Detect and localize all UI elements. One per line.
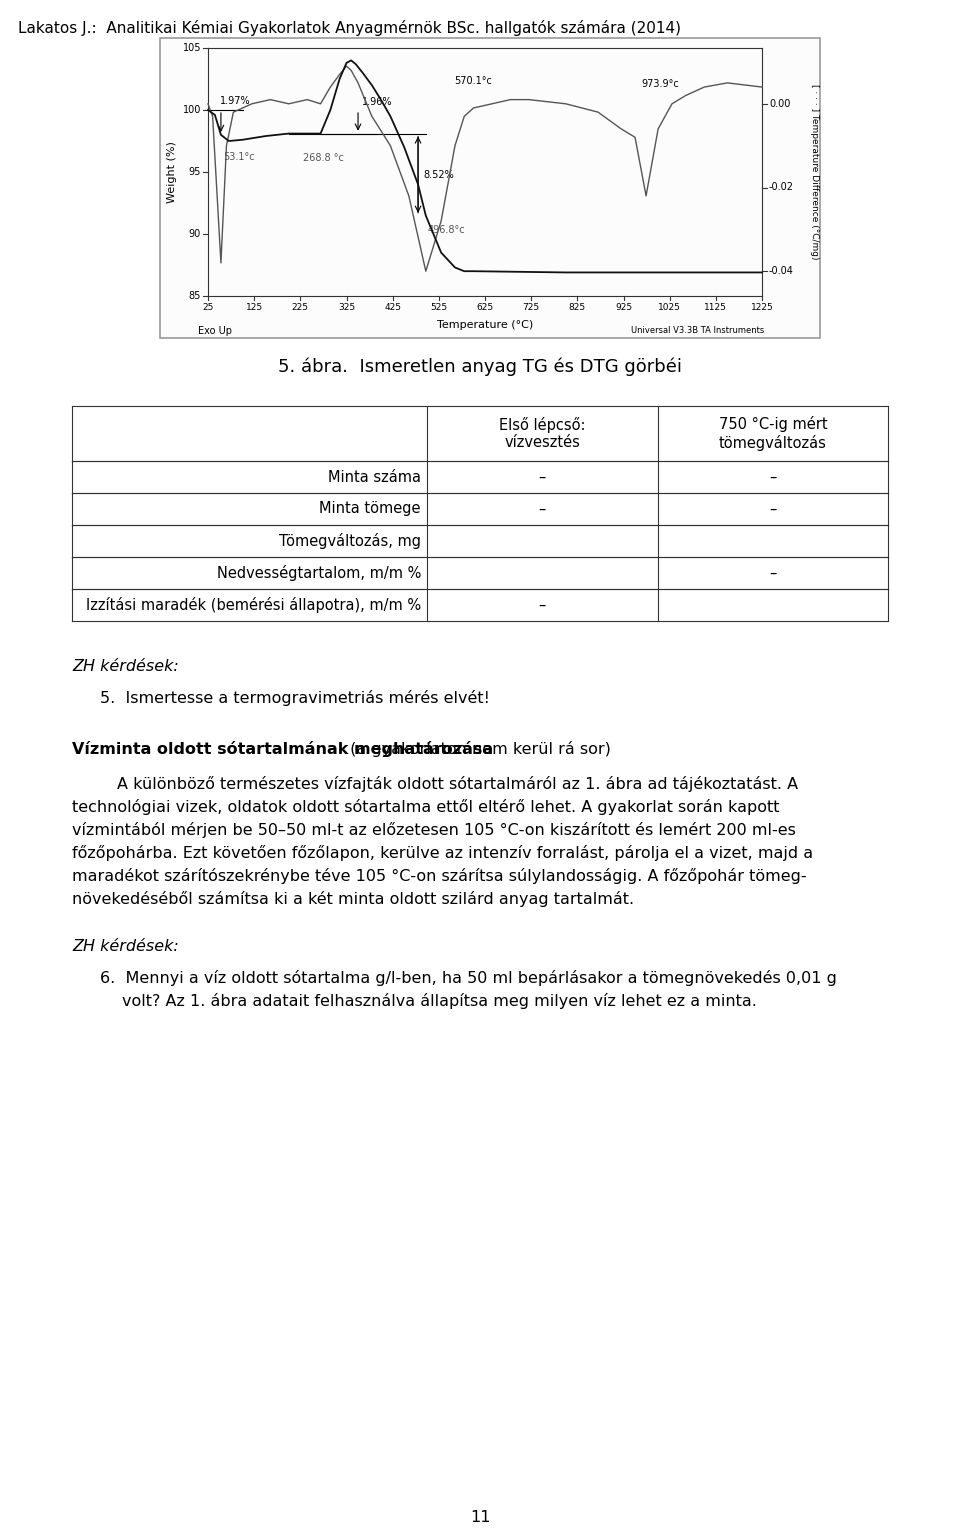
Text: –: –: [539, 502, 546, 517]
Text: –: –: [769, 566, 777, 580]
Text: 8.52%: 8.52%: [423, 170, 454, 179]
Text: 5. ábra.  Ismeretlen anyag TG és DTG görbéi: 5. ábra. Ismeretlen anyag TG és DTG görb…: [278, 357, 682, 376]
Bar: [72, 492, 888, 525]
Text: Vízminta oldott sótartalmának meghatározása: Vízminta oldott sótartalmának meghatároz…: [72, 741, 493, 756]
Text: -0.04: -0.04: [769, 267, 794, 276]
Text: 725: 725: [522, 304, 540, 311]
Text: Minta tömege: Minta tömege: [320, 502, 420, 517]
Bar: [72, 525, 888, 557]
Text: 125: 125: [246, 304, 263, 311]
Bar: [72, 462, 888, 492]
Text: 625: 625: [476, 304, 493, 311]
Text: 1225: 1225: [751, 304, 774, 311]
Text: Temperature (°C): Temperature (°C): [437, 321, 533, 330]
Text: 973.9°c: 973.9°c: [641, 80, 679, 89]
Text: 1125: 1125: [705, 304, 728, 311]
Text: Universal V3.3B TA Instruments: Universal V3.3B TA Instruments: [631, 327, 764, 334]
Bar: [72, 407, 888, 462]
Text: 750 °C-ig mért
tömegváltozás: 750 °C-ig mért tömegváltozás: [719, 416, 828, 451]
Text: (a gyakorlaton nem kerül rá sor): (a gyakorlaton nem kerül rá sor): [345, 741, 611, 756]
Text: 325: 325: [338, 304, 355, 311]
Text: Exo Up: Exo Up: [198, 327, 232, 336]
Text: vízmintából mérjen be 50–50 ml-t az előzetesen 105 °C-on kiszárított és lemért 2: vízmintából mérjen be 50–50 ml-t az előz…: [72, 822, 796, 838]
Text: [ · · · ] Temperature Difference (°C/mg): [ · · · ] Temperature Difference (°C/mg): [809, 84, 819, 259]
Text: 425: 425: [384, 304, 401, 311]
Text: 268.8 °c: 268.8 °c: [302, 153, 344, 164]
Text: főzőpohárba. Ezt követően főzőlapon, kerülve az intenzív forralást, párolja el a: főzőpohárba. Ezt követően főzőlapon, ker…: [72, 845, 813, 861]
Text: volt? Az 1. ábra adatait felhasználva állapítsa meg milyen víz lehet ez a minta.: volt? Az 1. ábra adatait felhasználva ál…: [122, 992, 756, 1009]
Text: Tömegváltozás, mg: Tömegváltozás, mg: [279, 532, 420, 549]
Text: 525: 525: [430, 304, 447, 311]
Text: technológiai vizek, oldatok oldott sótartalma ettől eltérő lehet. A gyakorlat so: technológiai vizek, oldatok oldott sótar…: [72, 799, 780, 815]
Text: ZH kérdések:: ZH kérdések:: [72, 660, 179, 673]
Text: 95: 95: [188, 167, 201, 176]
Text: ZH kérdések:: ZH kérdések:: [72, 939, 179, 954]
Text: 1025: 1025: [659, 304, 681, 311]
Text: 225: 225: [292, 304, 309, 311]
Text: Weight (%): Weight (%): [167, 141, 177, 202]
Text: 25: 25: [203, 304, 214, 311]
Text: 825: 825: [568, 304, 586, 311]
Text: Izzítási maradék (bemérési állapotra), m/m %: Izzítási maradék (bemérési állapotra), m…: [85, 597, 420, 614]
Text: 6.  Mennyi a víz oldott sótartalma g/l-ben, ha 50 ml bepárlásakor a tömegnöveked: 6. Mennyi a víz oldott sótartalma g/l-be…: [100, 969, 837, 986]
Text: növekedéséből számítsa ki a két minta oldott szilárd anyag tartalmát.: növekedéséből számítsa ki a két minta ol…: [72, 891, 635, 907]
Bar: [160, 38, 820, 337]
Text: –: –: [539, 469, 546, 485]
Text: 0.00: 0.00: [769, 98, 790, 109]
Text: Minta száma: Minta száma: [328, 469, 420, 485]
Text: 105: 105: [182, 43, 201, 54]
Text: Első lépcső:
vízvesztés: Első lépcső: vízvesztés: [499, 417, 586, 449]
Text: –: –: [539, 598, 546, 612]
Text: 11: 11: [469, 1509, 491, 1525]
Text: Lakatos J.:  Analitikai Kémiai Gyakorlatok Anyagmérnök BSc. hallgatók számára (2: Lakatos J.: Analitikai Kémiai Gyakorlato…: [18, 20, 681, 35]
Text: 1.97%: 1.97%: [220, 97, 251, 106]
Text: A különböző természetes vízfajták oldott sótartalmáról az 1. ábra ad tájékoztatá: A különböző természetes vízfajták oldott…: [117, 776, 798, 792]
Text: 90: 90: [189, 229, 201, 239]
Bar: [72, 589, 888, 621]
Text: maradékot szárítószekrénybe téve 105 °C-on szárítsa súlylandosságig. A főzőpohár: maradékot szárítószekrénybe téve 105 °C-…: [72, 868, 806, 884]
Text: 925: 925: [615, 304, 632, 311]
Text: 1.96%: 1.96%: [362, 97, 393, 107]
Text: –: –: [769, 469, 777, 485]
Text: -0.02: -0.02: [769, 183, 794, 192]
Text: 5.  Ismertesse a termogravimetriás mérés elvét!: 5. Ismertesse a termogravimetriás mérés …: [100, 690, 490, 706]
Text: –: –: [769, 502, 777, 517]
Text: 53.1°c: 53.1°c: [223, 152, 254, 163]
Bar: [72, 557, 888, 589]
Text: 570.1°c: 570.1°c: [455, 75, 492, 86]
Text: 496.8°c: 496.8°c: [428, 224, 466, 235]
Text: 100: 100: [182, 104, 201, 115]
Text: 85: 85: [188, 291, 201, 301]
Text: Nedvességtartalom, m/m %: Nedvességtartalom, m/m %: [217, 565, 420, 581]
